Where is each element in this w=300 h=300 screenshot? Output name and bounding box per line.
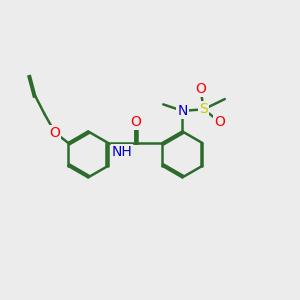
Text: O: O <box>130 115 141 129</box>
Text: O: O <box>50 126 61 140</box>
Text: S: S <box>199 102 208 116</box>
Text: O: O <box>214 115 225 129</box>
Text: NH: NH <box>112 146 132 159</box>
Text: N: N <box>177 104 188 118</box>
Text: O: O <box>195 82 206 96</box>
